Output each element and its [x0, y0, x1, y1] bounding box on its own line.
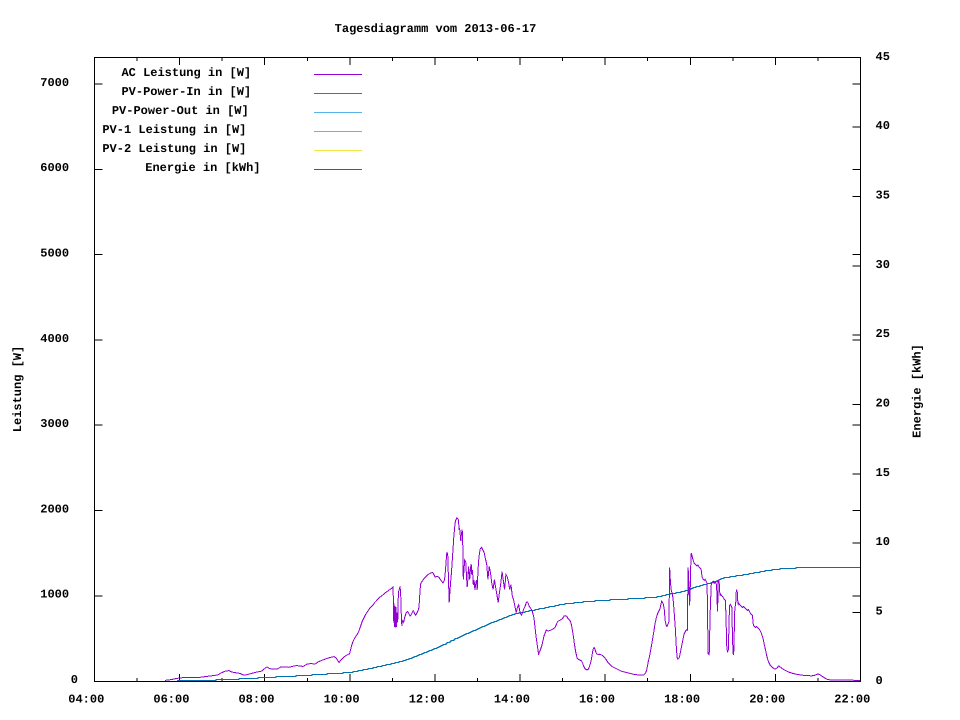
svg-text:PV-Power-Out in [W]: PV-Power-Out in [W] — [112, 104, 249, 118]
svg-text:PV-2 Leistung in [W]: PV-2 Leistung in [W] — [102, 142, 246, 156]
svg-text:0: 0 — [71, 673, 78, 687]
svg-text:25: 25 — [876, 327, 890, 341]
svg-text:PV-1 Leistung in [W]: PV-1 Leistung in [W] — [102, 123, 246, 137]
svg-text:4000: 4000 — [40, 332, 69, 346]
svg-text:06:00: 06:00 — [153, 693, 189, 707]
svg-text:Tagesdiagramm vom 2013-06-17: Tagesdiagramm vom 2013-06-17 — [335, 22, 537, 36]
svg-text:Leistung [W]: Leistung [W] — [11, 346, 25, 432]
svg-text:22:00: 22:00 — [834, 693, 870, 707]
svg-text:20: 20 — [876, 397, 890, 411]
svg-text:45: 45 — [876, 50, 890, 64]
svg-text:08:00: 08:00 — [238, 693, 274, 707]
svg-text:40: 40 — [876, 119, 890, 133]
svg-text:30: 30 — [876, 258, 890, 272]
svg-text:3000: 3000 — [40, 417, 69, 431]
svg-text:AC Leistung in [W]: AC Leistung in [W] — [121, 66, 251, 80]
svg-text:18:00: 18:00 — [664, 693, 700, 707]
svg-text:15: 15 — [876, 466, 890, 480]
svg-text:1000: 1000 — [40, 588, 69, 602]
svg-text:14:00: 14:00 — [494, 693, 530, 707]
svg-text:16:00: 16:00 — [579, 693, 615, 707]
svg-text:Energie [kWh]: Energie [kWh] — [911, 344, 925, 438]
svg-text:PV-Power-In in [W]: PV-Power-In in [W] — [121, 85, 251, 99]
svg-text:20:00: 20:00 — [749, 693, 785, 707]
svg-text:2000: 2000 — [40, 502, 69, 516]
svg-text:04:00: 04:00 — [68, 693, 104, 707]
svg-text:10: 10 — [876, 535, 890, 549]
svg-text:0: 0 — [876, 674, 883, 688]
svg-text:Energie in [kWh]: Energie in [kWh] — [145, 161, 260, 175]
svg-text:12:00: 12:00 — [409, 693, 445, 707]
svg-text:5000: 5000 — [40, 247, 69, 261]
svg-text:6000: 6000 — [40, 161, 69, 175]
svg-text:7000: 7000 — [40, 76, 69, 90]
svg-text:10:00: 10:00 — [324, 693, 360, 707]
svg-text:5: 5 — [876, 605, 883, 619]
svg-text:35: 35 — [876, 189, 890, 203]
